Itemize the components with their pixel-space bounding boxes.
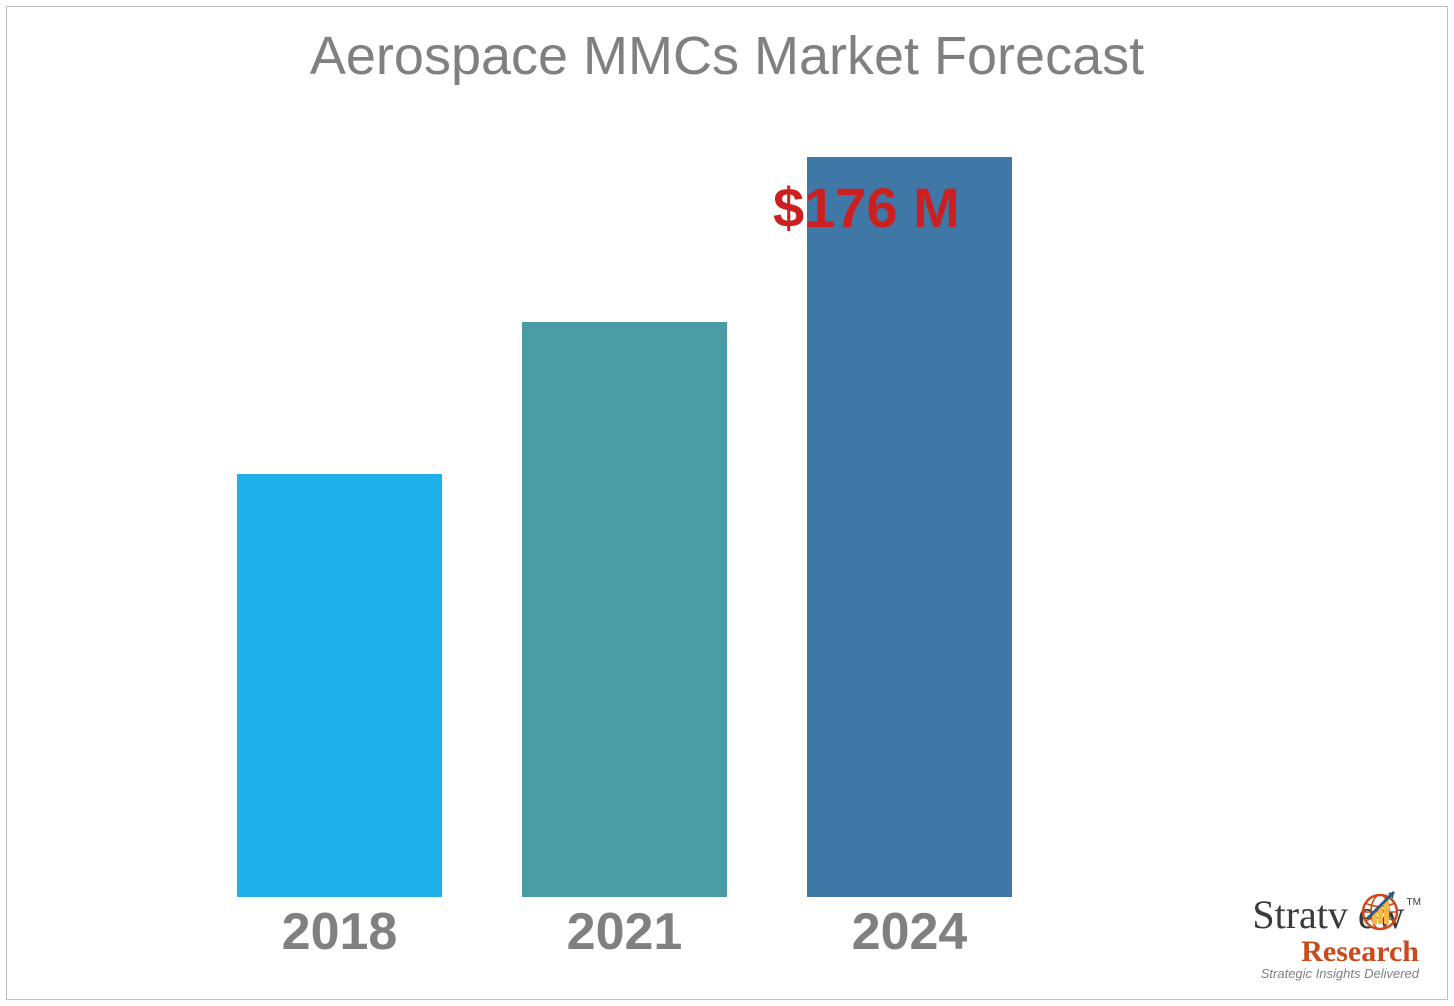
logo-tagline: Strategic Insights Delivered (1252, 967, 1419, 981)
chart-plot-area (177, 157, 1077, 897)
logo-globe-icon (1358, 888, 1402, 937)
bar-2021 (522, 322, 727, 897)
bar-group (177, 157, 1077, 897)
value-callout: $176 M (773, 175, 960, 240)
logo-brand-sub: Research (1252, 936, 1419, 968)
x-label-2018: 2018 (207, 902, 472, 962)
x-axis-labels: 2018 2021 2024 (177, 902, 1077, 972)
logo-tm: TM (1407, 897, 1421, 908)
brand-logo: Stratv ewTM Research Strategic Insights … (1252, 894, 1419, 981)
x-label-2021: 2021 (492, 902, 757, 962)
chart-title: Aerospace MMCs Market Forecast (7, 25, 1447, 87)
bar-2018 (237, 474, 442, 897)
chart-frame: Aerospace MMCs Market Forecast 201820212… (6, 6, 1448, 1000)
x-label-2024: 2024 (777, 902, 1042, 962)
bar-2024 (807, 157, 1012, 897)
